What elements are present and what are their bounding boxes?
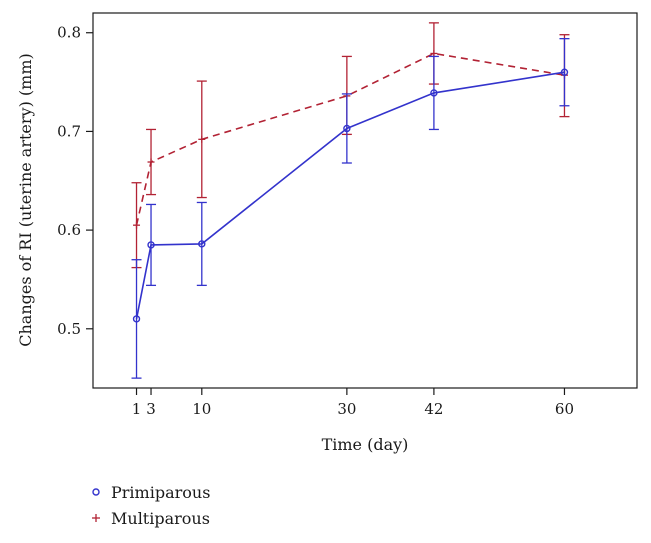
error-bar-primiparous bbox=[196, 201, 207, 287]
data-point-primiparous bbox=[343, 124, 351, 133]
x-tick-label: 1 bbox=[132, 400, 142, 418]
data-point-multiparous bbox=[133, 221, 141, 229]
error-bar-primiparous bbox=[146, 203, 157, 287]
y-axis-ticks: 0.5 0.6 0.7 0.8 bbox=[57, 24, 93, 338]
x-tick-label: 30 bbox=[337, 400, 356, 418]
data-point-primiparous bbox=[560, 68, 569, 76]
y-tick-label: 0.7 bbox=[57, 122, 81, 140]
x-tick-label: 10 bbox=[192, 400, 211, 418]
legend-primiparous-marker bbox=[92, 488, 100, 496]
data-point-primiparous bbox=[147, 241, 155, 249]
series-multiparous bbox=[131, 22, 570, 269]
legend-multiparous-marker bbox=[92, 514, 100, 522]
y-tick-label: 0.8 bbox=[57, 24, 81, 42]
plot-frame bbox=[92, 12, 638, 389]
error-bar-primiparous bbox=[559, 38, 570, 107]
data-point-primiparous bbox=[430, 89, 438, 97]
data-point-primiparous bbox=[198, 240, 206, 248]
x-tick-label: 60 bbox=[555, 400, 574, 418]
error-bar-primiparous bbox=[428, 55, 439, 131]
y-tick-label: 0.5 bbox=[57, 320, 81, 338]
legend-primiparous-label: Primiparous bbox=[111, 483, 210, 502]
legend-multiparous-label: Multiparous bbox=[111, 509, 210, 528]
series-line-primiparous bbox=[135, 71, 565, 320]
error-bar-primiparous bbox=[131, 259, 142, 379]
series-primiparous bbox=[131, 38, 570, 379]
data-point-multiparous bbox=[198, 135, 206, 143]
data-point-multiparous bbox=[147, 158, 155, 166]
error-bar-primiparous bbox=[341, 93, 352, 164]
y-tick-label: 0.6 bbox=[57, 221, 81, 239]
legend: Primiparous Multiparous bbox=[92, 483, 210, 528]
y-axis-label: Changes of RI (uterine artery) (mm) bbox=[16, 53, 35, 347]
series-layer bbox=[131, 22, 570, 379]
data-point-primiparous bbox=[132, 315, 141, 323]
x-tick-label: 3 bbox=[146, 400, 156, 418]
x-tick-label: 42 bbox=[424, 400, 443, 418]
x-axis-label: Time (day) bbox=[322, 435, 409, 454]
x-axis-ticks: 1 3 10 30 42 60 bbox=[132, 388, 574, 418]
series-line-multiparous bbox=[135, 52, 565, 226]
